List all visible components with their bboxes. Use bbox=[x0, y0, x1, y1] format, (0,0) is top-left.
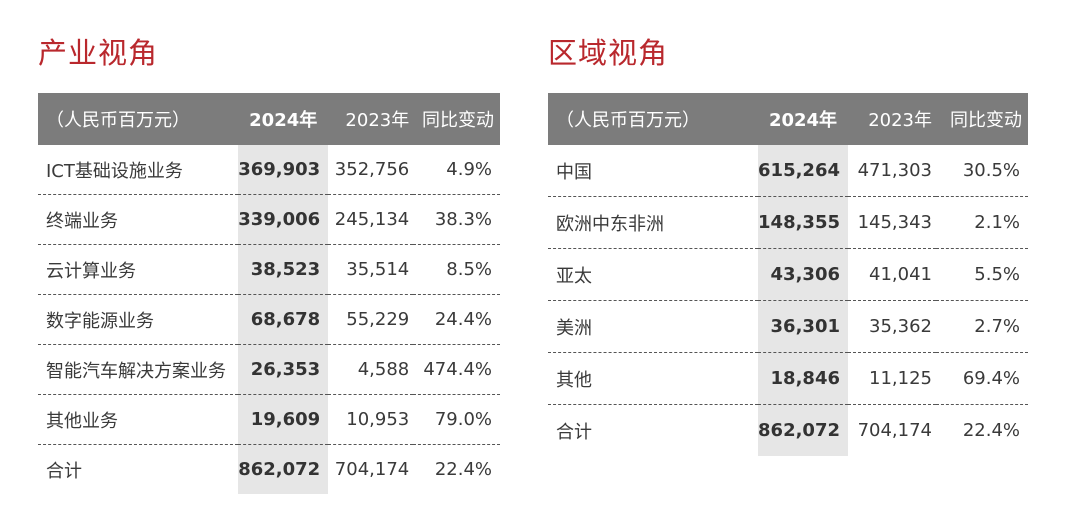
value-2023: 35,362 bbox=[848, 300, 936, 353]
yoy-change: 2.1% bbox=[936, 196, 1028, 249]
value-2024: 38,523 bbox=[238, 244, 329, 295]
value-2024: 26,353 bbox=[238, 344, 329, 395]
yoy-change: 22.4% bbox=[962, 420, 1020, 441]
value-2023: 10,953 bbox=[328, 394, 414, 445]
yoy-change: 4.9% bbox=[413, 145, 500, 195]
value-2024: 339,006 bbox=[238, 194, 329, 245]
year-2024-header: 2024年 bbox=[758, 93, 848, 145]
table-header-row: （人民币百万元） 2024年 2023年 同比变动 bbox=[548, 93, 1028, 145]
table-row: 欧洲中东非洲 148,355 145,343 2.1% bbox=[548, 196, 1028, 249]
table-row: 终端业务 339,006 245,134 38.3% bbox=[38, 194, 500, 245]
value-2024: 615,264 bbox=[758, 145, 848, 197]
year-2023-header: 2023年 bbox=[328, 93, 414, 145]
yoy-change: 2.7% bbox=[936, 300, 1028, 353]
yoy-change: 30.5% bbox=[936, 145, 1028, 197]
table-row: 其他业务 19,609 10,953 79.0% bbox=[38, 394, 500, 445]
industry-table: （人民币百万元） 2024年 2023年 同比变动 ICT基础设施业务 369,… bbox=[38, 93, 500, 494]
table-row: 中国 615,264 471,303 30.5% bbox=[548, 145, 1028, 197]
segment-name: 云计算业务 bbox=[38, 244, 239, 295]
yoy-change: 8.5% bbox=[413, 244, 500, 295]
table-row: 数字能源业务 68,678 55,229 24.4% bbox=[38, 294, 500, 345]
segment-name: 智能汽车解决方案业务 bbox=[38, 344, 239, 395]
unit-header: （人民币百万元） bbox=[548, 93, 758, 145]
segment-name: 其他业务 bbox=[38, 394, 239, 445]
value-2023: 35,514 bbox=[328, 244, 414, 295]
region-name: 美洲 bbox=[548, 300, 758, 353]
industry-title: 产业视角 bbox=[38, 36, 159, 70]
value-2023: 55,229 bbox=[328, 294, 414, 345]
value-2023: 471,303 bbox=[848, 145, 936, 197]
region-name: 中国 bbox=[548, 145, 758, 197]
region-table: （人民币百万元） 2024年 2023年 同比变动 中国 615,264 471… bbox=[548, 93, 1028, 456]
yoy-change: 38.3% bbox=[413, 194, 500, 245]
region-name: 合计 bbox=[556, 421, 592, 443]
yoy-change: 69.4% bbox=[936, 352, 1028, 405]
value-2023: 41,041 bbox=[848, 248, 936, 301]
value-2024: 19,609 bbox=[238, 394, 329, 445]
table-header-row: （人民币百万元） 2024年 2023年 同比变动 bbox=[38, 93, 500, 145]
table-row: 云计算业务 38,523 35,514 8.5% bbox=[38, 244, 500, 295]
value-2023: 145,343 bbox=[848, 196, 936, 249]
year-2023-header: 2023年 bbox=[848, 93, 936, 145]
yoy-change: 79.0% bbox=[413, 394, 500, 445]
value-2023: 704,174 bbox=[334, 459, 410, 480]
segment-name: ICT基础设施业务 bbox=[38, 145, 239, 195]
segment-name: 终端业务 bbox=[38, 194, 239, 245]
region-name: 其他 bbox=[548, 352, 758, 405]
value-2024: 148,355 bbox=[758, 196, 848, 249]
change-header: 同比变动 bbox=[936, 93, 1028, 145]
table-row: 亚太 43,306 41,041 5.5% bbox=[548, 248, 1028, 301]
value-2024: 862,072 bbox=[238, 444, 329, 494]
change-header: 同比变动 bbox=[413, 93, 500, 145]
value-2024: 36,301 bbox=[758, 300, 848, 353]
segment-name: 数字能源业务 bbox=[38, 294, 239, 345]
value-2023: 704,174 bbox=[857, 420, 932, 441]
table-row: 智能汽车解决方案业务 26,353 4,588 474.4% bbox=[38, 344, 500, 395]
unit-header: （人民币百万元） bbox=[38, 93, 239, 145]
value-2023: 352,756 bbox=[328, 145, 414, 195]
table-row: ICT基础设施业务 369,903 352,756 4.9% bbox=[38, 145, 500, 195]
value-2024: 369,903 bbox=[238, 145, 329, 195]
value-2024: 862,072 bbox=[758, 404, 848, 456]
table-row: 美洲 36,301 35,362 2.7% bbox=[548, 300, 1028, 353]
value-2023: 11,125 bbox=[848, 352, 936, 405]
value-2024: 68,678 bbox=[238, 294, 329, 345]
total-row: 合计 862,072 704,174 22.4% bbox=[38, 444, 500, 494]
yoy-change: 24.4% bbox=[413, 294, 500, 345]
region-name: 亚太 bbox=[548, 248, 758, 301]
segment-name: 合计 bbox=[46, 460, 82, 482]
year-2024-header: 2024年 bbox=[238, 93, 329, 145]
value-2023: 245,134 bbox=[328, 194, 414, 245]
yoy-change: 22.4% bbox=[434, 459, 492, 480]
yoy-change: 474.4% bbox=[413, 344, 500, 395]
total-row: 合计 862,072 704,174 22.4% bbox=[548, 404, 1028, 456]
value-2023: 4,588 bbox=[328, 344, 414, 395]
region-title: 区域视角 bbox=[548, 36, 669, 70]
value-2024: 18,846 bbox=[758, 352, 848, 405]
region-name: 欧洲中东非洲 bbox=[548, 196, 758, 249]
value-2024: 43,306 bbox=[758, 248, 848, 301]
table-row: 其他 18,846 11,125 69.4% bbox=[548, 352, 1028, 405]
yoy-change: 5.5% bbox=[936, 248, 1028, 301]
